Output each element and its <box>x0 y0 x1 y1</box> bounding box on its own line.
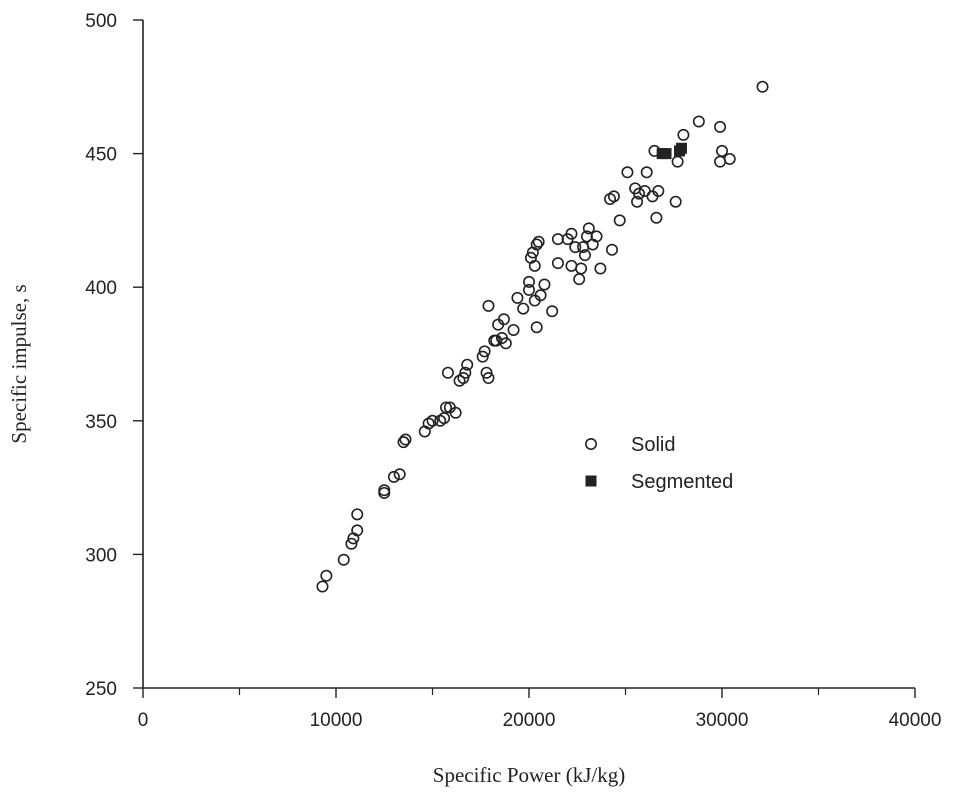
x-tick-label: 20000 <box>503 710 556 731</box>
x-tick-label: 10000 <box>310 710 363 731</box>
point-solid <box>605 243 618 256</box>
point-solid <box>482 299 495 312</box>
point-solid <box>578 249 591 262</box>
point-solid <box>320 569 333 582</box>
point-solid <box>440 401 453 414</box>
legend-marker-solid <box>584 437 597 450</box>
point-solid <box>715 144 728 157</box>
data-points <box>316 80 769 593</box>
point-solid <box>551 233 564 246</box>
point-solid <box>530 321 543 334</box>
point-solid <box>393 468 406 481</box>
point-solid <box>457 372 470 385</box>
legend: Solid Segmented <box>584 434 733 493</box>
point-solid <box>669 195 682 208</box>
point-segmented <box>675 142 687 154</box>
point-solid <box>316 580 329 593</box>
point-solid <box>378 484 391 497</box>
point-solid <box>337 553 350 566</box>
legend-marker-segmented <box>585 475 597 487</box>
point-solid <box>590 230 603 243</box>
legend-label: Solid <box>631 434 675 456</box>
point-solid <box>631 195 644 208</box>
point-solid <box>723 152 736 165</box>
point-solid <box>621 166 634 179</box>
point-solid <box>517 302 530 315</box>
legend-label: Segmented <box>631 471 733 493</box>
point-solid <box>565 227 578 240</box>
point-solid <box>607 190 620 203</box>
point-solid <box>426 414 439 427</box>
y-tick-label: 450 <box>85 145 117 166</box>
point-solid <box>461 358 474 371</box>
point-solid <box>532 235 545 248</box>
point-solid <box>538 278 551 291</box>
point-solid <box>714 155 727 168</box>
point-solid <box>650 211 663 224</box>
point-solid <box>575 262 588 275</box>
y-tick-label: 250 <box>85 679 117 700</box>
y-axis: 250 300 350 400 450 500 <box>85 11 144 700</box>
x-tick-label: 30000 <box>696 710 749 731</box>
point-solid <box>671 155 684 168</box>
point-solid <box>652 185 665 198</box>
point-solid <box>351 524 364 537</box>
y-axis-title: Specific impulse, s <box>7 284 31 443</box>
point-solid <box>714 120 727 133</box>
point-solid <box>756 80 769 93</box>
point-solid <box>399 433 412 446</box>
point-solid <box>573 273 586 286</box>
point-solid <box>692 115 705 128</box>
point-solid <box>478 345 491 358</box>
point-solid <box>677 128 690 141</box>
point-solid <box>569 241 582 254</box>
point-solid <box>345 537 358 550</box>
point-solid <box>387 470 400 483</box>
point-solid <box>499 337 512 350</box>
point-solid <box>482 372 495 385</box>
point-segmented <box>660 148 672 160</box>
point-solid <box>530 238 543 251</box>
point-solid <box>397 436 410 449</box>
y-tick-label: 400 <box>85 278 117 299</box>
point-solid <box>522 275 535 288</box>
y-tick-label: 500 <box>85 11 117 32</box>
point-solid <box>507 323 520 336</box>
point-solid <box>511 291 524 304</box>
point-solid <box>546 305 559 318</box>
point-solid <box>459 366 472 379</box>
y-tick-label: 300 <box>85 545 117 566</box>
point-solid <box>522 283 535 296</box>
point-solid <box>351 508 364 521</box>
x-tick-label: 0 <box>138 710 149 731</box>
point-solid <box>551 257 564 270</box>
point-solid <box>582 222 595 235</box>
point-solid <box>640 166 653 179</box>
point-solid <box>633 187 646 200</box>
point-solid <box>528 259 541 272</box>
point-solid <box>476 350 489 363</box>
x-tick-label: 40000 <box>889 710 942 731</box>
point-solid <box>534 289 547 302</box>
y-tick-label: 350 <box>85 412 117 433</box>
point-solid <box>480 366 493 379</box>
point-solid <box>497 313 510 326</box>
x-axis-title: Specific Power (kJ/kg) <box>433 763 625 787</box>
point-solid <box>565 259 578 272</box>
x-axis: 0 10000 20000 30000 40000 <box>138 687 942 731</box>
point-solid <box>441 366 454 379</box>
point-solid <box>449 406 462 419</box>
point-solid <box>594 262 607 275</box>
point-solid <box>613 214 626 227</box>
